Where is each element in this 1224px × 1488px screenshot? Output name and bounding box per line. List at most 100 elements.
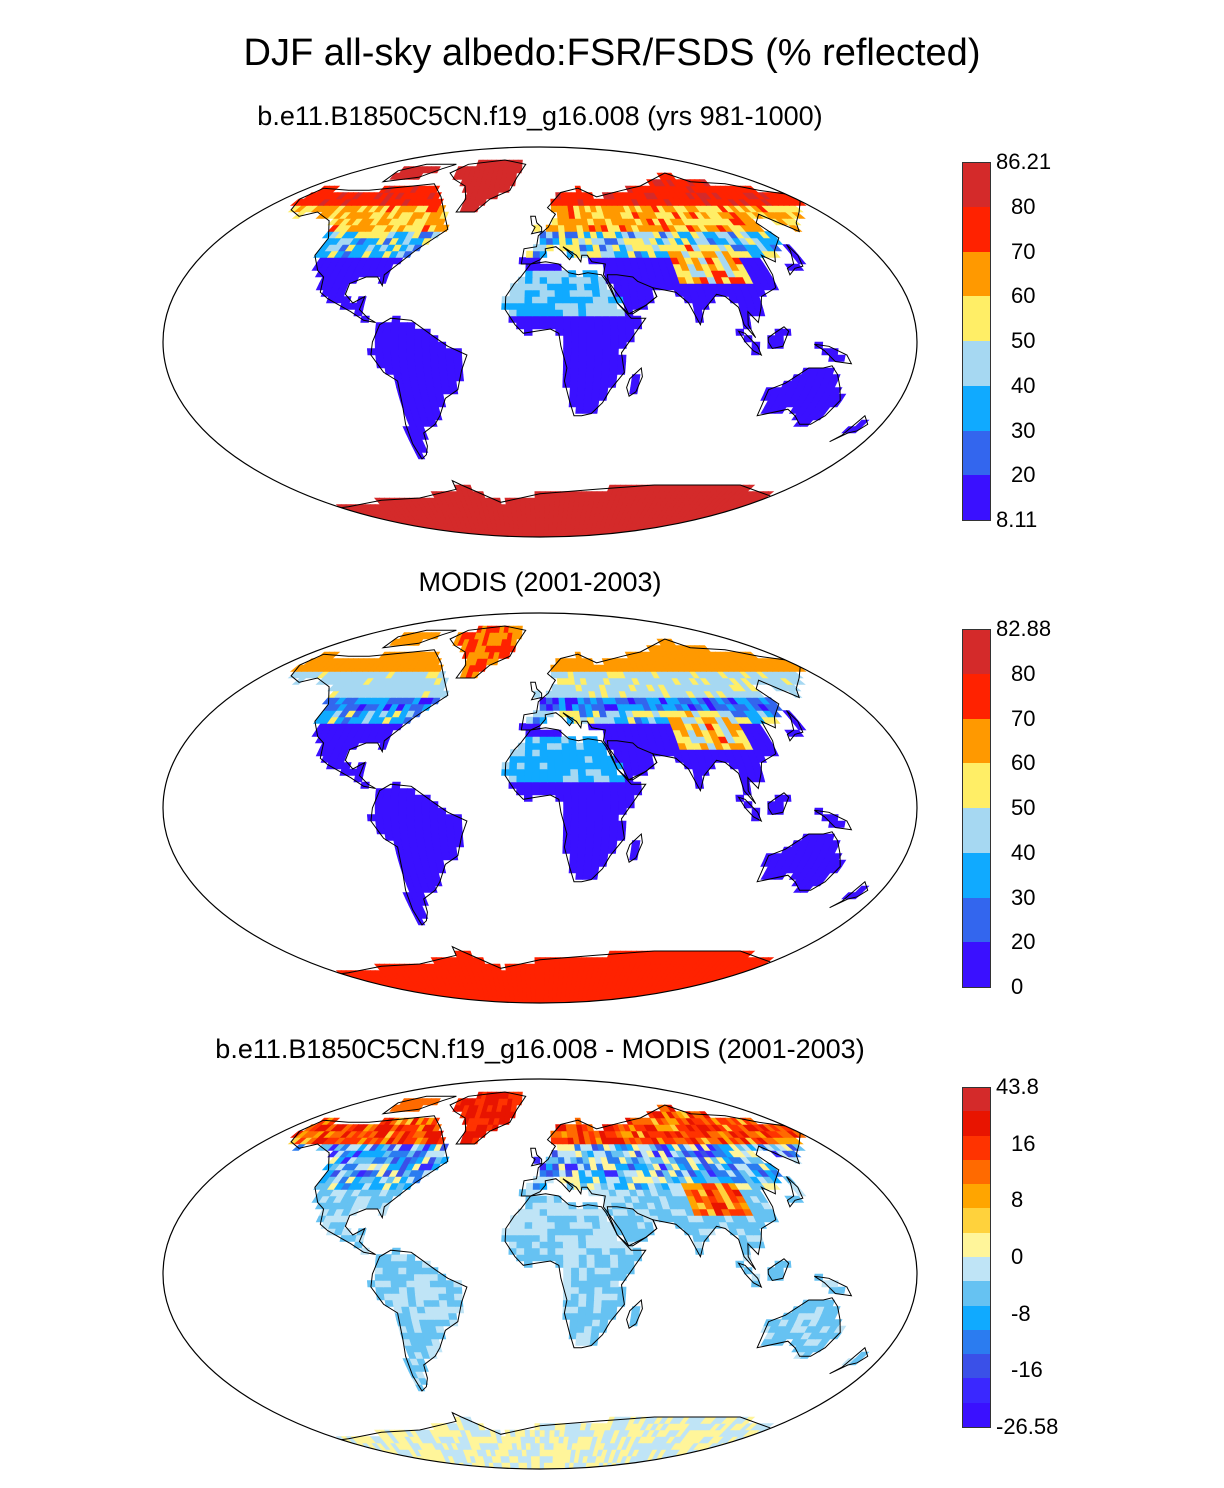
data-cell <box>539 302 549 310</box>
data-cell <box>539 263 548 271</box>
data-cell <box>608 833 618 841</box>
data-cell <box>364 996 375 1003</box>
data-cell <box>525 736 534 744</box>
data-cell <box>563 335 572 343</box>
data-cell <box>617 788 627 796</box>
data-cell <box>672 530 681 537</box>
data-cell <box>590 742 600 750</box>
data-cell <box>576 283 586 291</box>
data-cell <box>562 1312 571 1320</box>
data-cell <box>759 504 774 512</box>
data-cell <box>594 801 604 809</box>
data-cell <box>733 1442 747 1450</box>
data-cell <box>352 530 362 537</box>
data-cell <box>415 833 425 841</box>
data-cell <box>570 768 579 776</box>
data-cell <box>739 1455 751 1463</box>
data-cell <box>705 1449 718 1457</box>
data-cell <box>337 976 351 984</box>
data-cell <box>722 530 733 537</box>
data-cell <box>390 328 400 336</box>
data-cell <box>609 820 619 828</box>
data-cell <box>600 1312 610 1320</box>
data-cell <box>534 510 541 518</box>
data-cell <box>651 530 660 537</box>
data-cell <box>398 788 408 796</box>
data-cell <box>701 983 713 991</box>
data-cell <box>374 341 384 349</box>
colorbar-box <box>962 385 990 431</box>
data-cell <box>701 517 713 525</box>
data-cell <box>710 983 722 991</box>
data-cell <box>534 497 541 505</box>
data-cell <box>374 814 384 822</box>
data-cell <box>539 762 548 770</box>
data-cell <box>391 361 401 369</box>
data-cell <box>390 341 400 349</box>
data-cell <box>575 1338 584 1346</box>
data-cell <box>586 328 596 336</box>
data-cell <box>664 530 673 537</box>
data-cell <box>578 833 587 841</box>
data-cell <box>681 530 690 537</box>
data-cell <box>593 374 602 382</box>
data-cell <box>547 1462 554 1469</box>
data-cell <box>592 762 602 770</box>
data-cell <box>586 315 595 323</box>
data-cell <box>532 729 541 737</box>
data-cell <box>701 996 711 1003</box>
data-cell <box>437 814 447 822</box>
data-cell <box>544 970 551 978</box>
data-cell <box>438 827 448 835</box>
data-cell <box>440 846 450 854</box>
data-cell <box>532 755 541 763</box>
data-cell <box>631 374 641 382</box>
data-cell <box>577 380 587 388</box>
data-cell <box>592 846 602 854</box>
colorbar-box <box>962 897 990 943</box>
data-cell <box>754 970 769 978</box>
data-cell <box>523 322 533 330</box>
data-cell <box>676 530 686 537</box>
data-cell <box>328 976 342 984</box>
data-cell <box>578 788 588 796</box>
data-cell <box>526 1462 533 1469</box>
data-cell <box>775 801 784 809</box>
data-cell <box>696 523 708 531</box>
data-cell <box>753 302 764 310</box>
data-cell <box>518 1462 524 1469</box>
data-cell <box>556 211 564 219</box>
data-cell <box>575 1332 585 1340</box>
data-cell <box>733 976 747 984</box>
data-cell <box>608 1306 618 1314</box>
data-cell <box>521 983 528 991</box>
data-cell <box>433 996 441 1003</box>
data-cell <box>625 322 635 330</box>
data-cell <box>398 335 407 343</box>
data-cell <box>775 335 784 343</box>
data-cell <box>424 840 434 848</box>
data-cell <box>562 775 572 783</box>
data-cell <box>319 510 333 518</box>
data-cell <box>453 827 463 835</box>
data-cell <box>625 788 635 796</box>
data-cell <box>403 1462 412 1469</box>
data-cell <box>400 367 410 375</box>
data-cell <box>407 1299 418 1307</box>
data-cell <box>617 361 627 369</box>
data-cell <box>597 276 607 284</box>
data-cell <box>759 1436 774 1444</box>
data-cell <box>531 775 541 783</box>
data-cell <box>565 237 574 245</box>
data-cell <box>509 289 518 297</box>
data-cell <box>543 530 549 537</box>
data-cell <box>730 530 741 537</box>
data-cell <box>549 970 555 978</box>
data-cell <box>742 1442 757 1450</box>
data-cell <box>522 1462 528 1469</box>
data-cell <box>429 801 439 809</box>
data-cell <box>532 270 541 278</box>
data-cell <box>585 775 595 783</box>
data-cell <box>547 315 556 323</box>
data-cell <box>563 328 572 336</box>
